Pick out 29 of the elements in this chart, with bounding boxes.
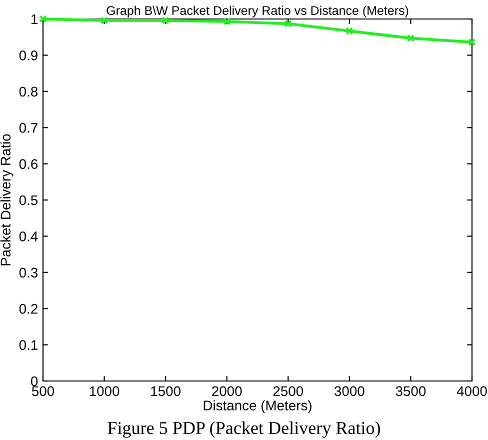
y-tick-label: 0.1: [19, 340, 38, 350]
y-tick-label: 0.7: [19, 122, 38, 133]
x-tick-label: 1000: [90, 386, 120, 396]
chart-title: Graph B\W Packet Delivery Ratio vs Distance (Meters): [106, 6, 408, 18]
point: [406, 34, 415, 42]
y-tick-label: 0.9: [19, 50, 38, 60]
y-tick-label: 0: [30, 376, 38, 386]
caption: Figure 5 PDP (Packet Delivery Ratio): [108, 421, 380, 438]
point: [100, 16, 108, 24]
x-tick-label: 3000: [334, 386, 364, 396]
point: [223, 18, 231, 26]
x-tick-label: 2500: [273, 386, 304, 396]
x-tick-label: 1500: [151, 386, 180, 396]
x-tick-label: 2000: [212, 386, 242, 396]
y-tick-label: 0.5: [19, 195, 38, 206]
y-axis-title: Packet Delivery Ratio: [0, 134, 14, 266]
x-tick-label: 4000: [456, 386, 487, 396]
x-axis-title: Distance (Meters): [204, 400, 312, 414]
y-tick-label: 0.2: [19, 304, 38, 314]
point: [284, 20, 292, 28]
y-tick-label: 0.3: [19, 268, 38, 278]
y-tick-label: 0.8: [19, 86, 38, 97]
point: [346, 27, 354, 35]
x-tick-label: 3500: [396, 386, 426, 396]
y-tick-label: 0.4: [19, 232, 38, 242]
y-tick-label: 1: [31, 14, 38, 24]
point: [162, 16, 170, 24]
x-tick-label: 500: [32, 386, 54, 396]
y-tick-label: 0.6: [19, 159, 38, 169]
